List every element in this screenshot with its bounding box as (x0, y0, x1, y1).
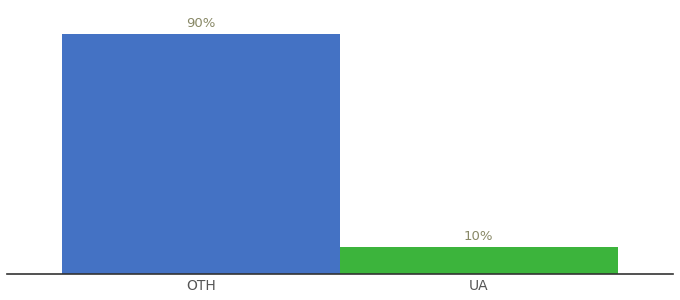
Bar (63, 34, 340, 274)
Bar (340, 248, 617, 274)
Text: 10%: 10% (464, 230, 494, 244)
Text: 90%: 90% (186, 17, 216, 30)
